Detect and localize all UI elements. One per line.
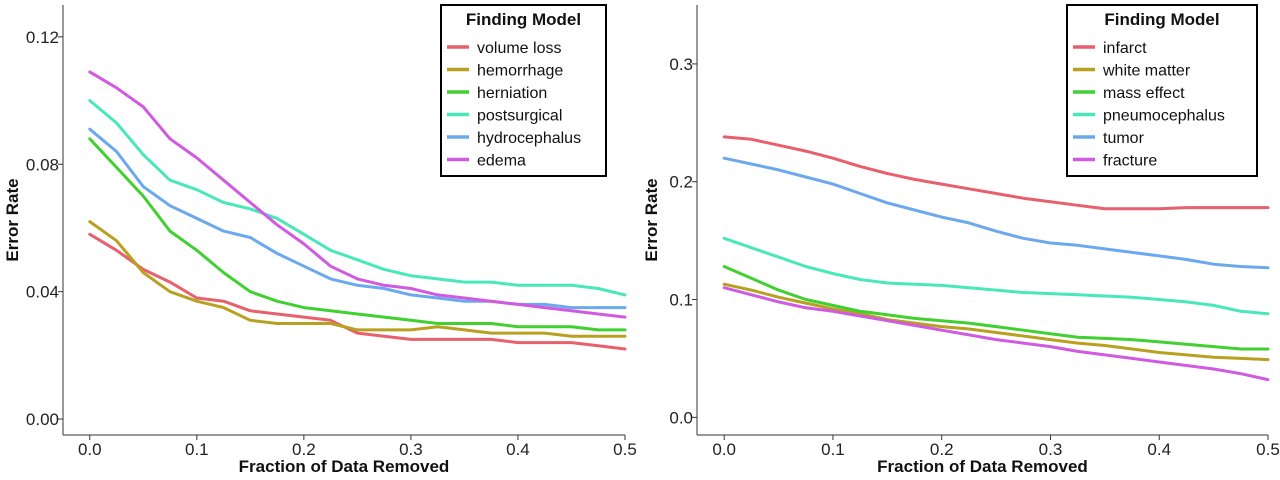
legend: Finding Model volume loss hemorrhage hernia… bbox=[440, 4, 607, 177]
y-axis-title: Error Rate bbox=[3, 178, 22, 261]
x-tick-label: 0.2 bbox=[292, 440, 316, 459]
x-tick-label: 0.0 bbox=[78, 440, 102, 459]
chart-panel-1: 0.00 0.04 0.08 0.12 0.0 0.1 0.2 0.3 0.4 0.5 Fracti… bbox=[3, 4, 637, 476]
series-line-pneumocephalus bbox=[722, 236, 1270, 316]
x-tick-label: 0.5 bbox=[613, 440, 637, 459]
x-tick-label: 0.3 bbox=[1039, 440, 1063, 459]
legend: Finding Model infarct white matter mass eff… bbox=[1066, 4, 1258, 177]
y-tick-label: 0.0 bbox=[669, 408, 693, 427]
x-axis-title: Fraction of Data Removed bbox=[239, 457, 450, 476]
y-tick-label: 0.04 bbox=[26, 283, 59, 302]
legend-box bbox=[1066, 4, 1258, 177]
x-tick-label: 0.1 bbox=[185, 440, 209, 459]
y-tick-label: 0.12 bbox=[26, 28, 59, 47]
series-line-tumor bbox=[722, 156, 1270, 270]
legend-label: mass effect bbox=[1103, 85, 1185, 102]
legend-title: Finding Model bbox=[1104, 10, 1219, 29]
series-line-postsurgical bbox=[88, 99, 627, 297]
legend-title: Finding Model bbox=[466, 10, 581, 29]
y-tick-label: 0.1 bbox=[669, 291, 693, 310]
legend-label: herniation bbox=[477, 85, 547, 102]
x-tick-label: 0.2 bbox=[930, 440, 954, 459]
series-line-infarct bbox=[722, 135, 1270, 211]
x-axis-title: Fraction of Data Removed bbox=[877, 457, 1088, 476]
series-line-edema bbox=[88, 70, 627, 319]
series-line-white-matter bbox=[722, 282, 1270, 362]
y-tick-label: 0.00 bbox=[26, 410, 59, 429]
legend-label: infarct bbox=[1103, 40, 1147, 57]
legend-label: edema bbox=[477, 153, 526, 170]
series-line-mass-effect bbox=[722, 265, 1270, 351]
x-tick-label: 0.5 bbox=[1256, 440, 1280, 459]
legend-label: pneumocephalus bbox=[1103, 108, 1225, 125]
legend-label: tumor bbox=[1103, 130, 1145, 147]
legend-label: hemorrhage bbox=[477, 63, 563, 80]
x-tick-label: 0.4 bbox=[1147, 440, 1171, 459]
legend-label: fracture bbox=[1103, 153, 1157, 170]
series-line-hemorrhage bbox=[88, 220, 627, 338]
legend-label: hydrocephalus bbox=[477, 130, 581, 147]
y-tick-label: 0.08 bbox=[26, 155, 59, 174]
x-tick-label: 0.4 bbox=[506, 440, 530, 459]
series-line-herniation bbox=[88, 137, 627, 332]
y-tick-label: 0.3 bbox=[669, 55, 693, 74]
series-line-hydrocephalus bbox=[88, 127, 627, 310]
chart-panel-2: 0.0 0.1 0.2 0.3 0.0 0.1 0.2 0.3 0.4 0.5 Fraction o… bbox=[642, 4, 1280, 476]
y-axis-title: Error Rate bbox=[642, 178, 661, 261]
x-tick-label: 0.0 bbox=[712, 440, 736, 459]
legend-label: volume loss bbox=[477, 40, 561, 57]
series-line-fracture bbox=[722, 286, 1270, 382]
legend-label: white matter bbox=[1102, 63, 1191, 80]
x-tick-label: 0.3 bbox=[399, 440, 423, 459]
x-tick-label: 0.1 bbox=[821, 440, 845, 459]
legend-label: postsurgical bbox=[477, 108, 562, 125]
series-line-volume-loss bbox=[88, 232, 627, 351]
y-tick-label: 0.2 bbox=[669, 173, 693, 192]
